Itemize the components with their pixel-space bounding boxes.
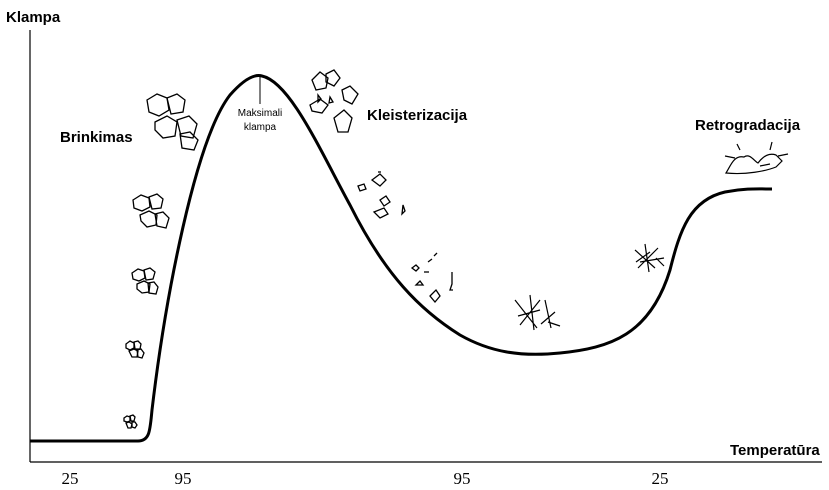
phase-label: Brinkimas [60,129,133,146]
x-tick-label: 25 [62,469,79,488]
peak-label: Maksimali [238,108,282,119]
peak-label: klampa [244,122,277,133]
x-tick-label: 95 [175,469,192,488]
strands [515,142,788,330]
x-tick-label: 95 [454,469,471,488]
x-tick-label: 25 [652,469,669,488]
granules [124,94,198,428]
phase-label: Kleisterizacija [367,107,468,124]
fragments [310,70,453,302]
page: {"y_axis_label": "Klampa", "x_axis_label… [0,0,829,490]
diagram: Klampa Temperatūra 25 95 95 25 Maksimali… [0,0,829,490]
phase-label: Retrogradacija [695,117,801,134]
x-axis-label: Temperatūra [730,442,820,459]
y-axis-label: Klampa [6,9,61,26]
